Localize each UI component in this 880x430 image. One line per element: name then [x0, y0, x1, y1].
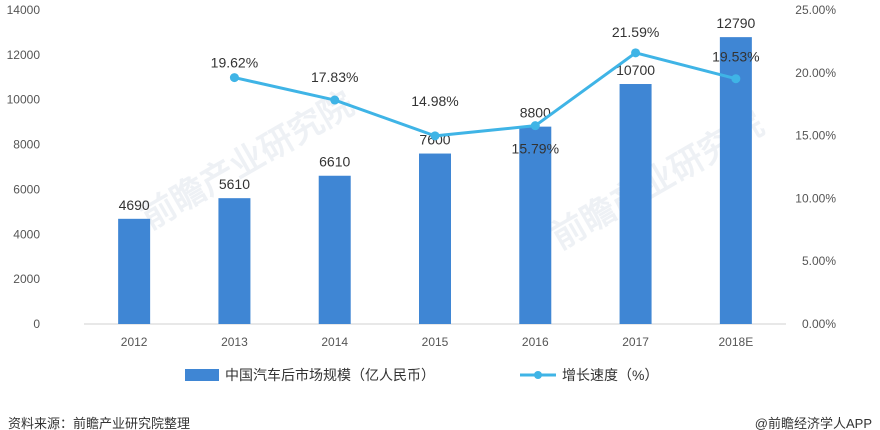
x-axis-tick-label: 2014 — [321, 335, 348, 349]
bar-data-labels: 469056106610760088001070012790 — [119, 15, 756, 213]
left-axis-tick-label: 10000 — [7, 93, 41, 107]
growth-data-label: 19.53% — [712, 49, 759, 65]
growth-point — [330, 95, 340, 105]
x-axis-tick-label: 2015 — [422, 335, 449, 349]
growth-data-label: 17.83% — [311, 69, 358, 85]
growth-point — [229, 73, 239, 83]
growth-data-label: 14.98% — [411, 93, 458, 109]
bar-data-label: 8800 — [520, 105, 551, 121]
source-note: 资料来源：前瞻产业研究院整理 — [8, 416, 190, 430]
left-axis-tick-label: 8000 — [13, 138, 40, 152]
right-axis-tick-label: 20.00% — [795, 66, 836, 80]
left-axis-tick-label: 6000 — [13, 182, 40, 196]
bar — [619, 84, 652, 324]
x-axis-tick-label: 2016 — [522, 335, 549, 349]
right-axis-tick-label: 0.00% — [802, 317, 836, 331]
right-axis: 0.00% 5.00% 10.00% 15.00% 20.00% 25.00% — [795, 3, 836, 331]
bar — [519, 126, 552, 324]
x-axis-tick-label: 2013 — [221, 335, 248, 349]
bar-data-label: 6610 — [319, 154, 350, 170]
growth-point — [530, 121, 540, 131]
bar — [419, 153, 451, 324]
legend-bar-swatch — [185, 369, 219, 381]
bar — [218, 198, 251, 324]
x-axis-tick-label: 2018E — [719, 335, 754, 349]
growth-point — [430, 131, 440, 141]
bar — [118, 218, 151, 324]
legend-line-marker — [534, 371, 542, 379]
right-axis-tick-label: 25.00% — [795, 3, 836, 17]
right-axis-tick-label: 15.00% — [795, 129, 836, 143]
legend-line-label: 增长速度（%） — [562, 367, 658, 383]
x-axis-tick-label: 2017 — [622, 335, 649, 349]
left-axis-tick-label: 2000 — [13, 272, 40, 286]
growth-line — [234, 51, 737, 138]
x-axis-tick-label: 2012 — [121, 335, 148, 349]
growth-data-label: 21.59% — [612, 24, 659, 40]
right-axis-tick-label: 10.00% — [795, 191, 836, 205]
growth-point — [631, 48, 641, 58]
growth-point — [731, 74, 741, 84]
growth-data-label: 15.79% — [512, 141, 559, 157]
credit-note: @前瞻经济学人APP — [755, 416, 872, 430]
x-axis: 2012 2013 2014 2015 2016 2017 2018E — [121, 335, 753, 349]
line-data-labels: 19.62% 17.83% 14.98% 15.79% 21.59% 19.53% — [211, 24, 760, 157]
bar — [318, 175, 351, 324]
line-series — [229, 48, 741, 141]
left-axis-tick-label: 14000 — [7, 3, 41, 17]
bar — [719, 37, 752, 324]
growth-data-label: 19.62% — [211, 55, 258, 71]
bar-data-label: 10700 — [616, 62, 655, 78]
bar-data-label: 12790 — [716, 15, 755, 31]
bar-data-label: 4690 — [119, 197, 150, 213]
bar-data-label: 5610 — [219, 176, 250, 192]
left-axis: 0 2000 4000 6000 8000 10000 12000 14000 — [7, 3, 41, 331]
right-axis-tick-label: 5.00% — [802, 254, 836, 268]
left-axis-tick-label: 0 — [33, 317, 40, 331]
left-axis-tick-label: 12000 — [7, 48, 41, 62]
legend: 中国汽车后市场规模（亿人民币） 增长速度（%） — [185, 367, 658, 383]
legend-bar-label: 中国汽车后市场规模（亿人民币） — [225, 367, 435, 383]
bar-series — [118, 37, 752, 324]
left-axis-tick-label: 4000 — [13, 227, 40, 241]
